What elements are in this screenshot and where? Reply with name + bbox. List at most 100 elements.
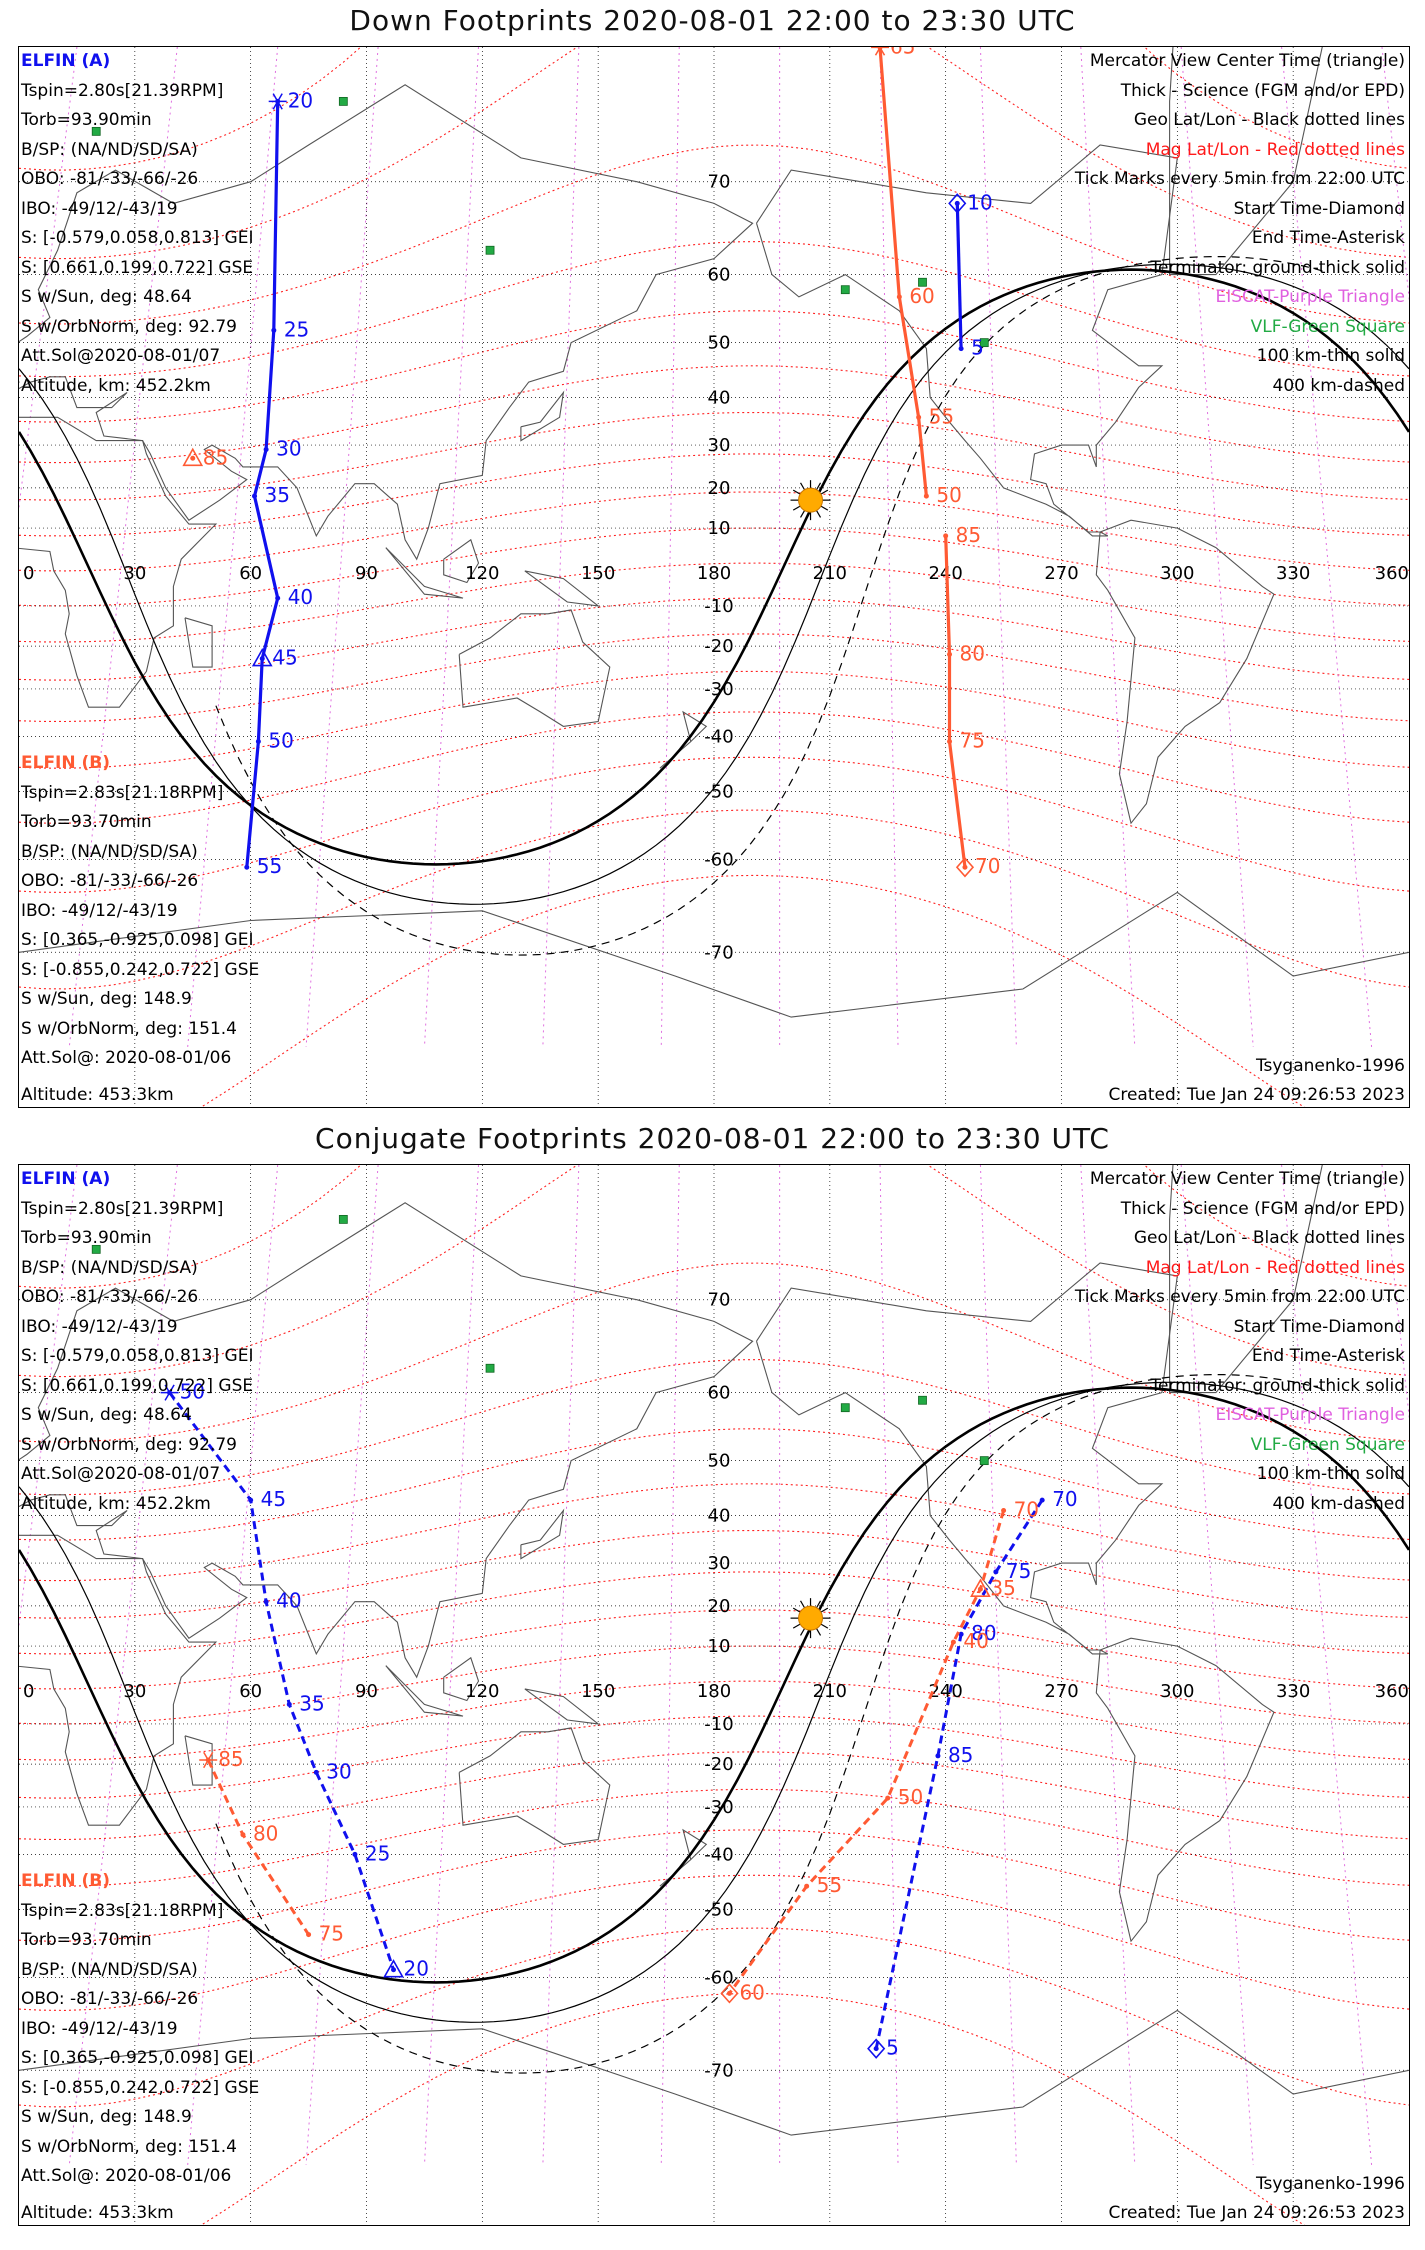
elfin-a-info: ELFIN (A) Tspin=2.80s[21.39RPM] Torb=93.… [21,1165,253,1519]
mag-lat-line [19,1829,1409,1942]
info-line: S w/OrbNorm, deg: 151.4 [21,1018,238,1039]
coastline [19,84,754,561]
sun-ray [820,505,829,511]
elfin-a-header: ELFIN (A) [21,1169,111,1189]
info-line: Torb=93.70min [21,1930,152,1950]
lat-tick-label: 50 [708,333,731,354]
sun-ray [800,482,806,491]
info-line: S: [0.365,-0.925,0.098] GEI [21,2048,254,2068]
track-tick-label: 55 [257,854,282,878]
track-tick-label: 65 [890,47,915,58]
mag-lon-line [542,47,580,1048]
map-legend: Mercator View Center Time (triangle) Thi… [1075,1165,1405,1519]
info-line: S: [0.661,0.199,0.722] GSE [21,1375,254,1396]
lon-tick-label: 0 [23,1681,34,1702]
track-tick-label: 75 [1006,1559,1031,1583]
panel-title: Conjugate Footprints 2020-08-01 22:00 to… [315,1122,1110,1155]
info-line: Torb=93.90min [21,110,152,130]
map-frame: 0 30 60 90 120 150 180 210 240 270 300 330 360 70 60 50… [18,46,1410,1108]
legend-line: Tick Marks every 5min from 22:00 UTC [1074,169,1405,189]
track-tick-label: 5 [886,2036,899,2060]
end-asterisk-icon [272,93,283,110]
center-triangle-icon [970,1578,991,1597]
coastline [19,2009,1409,2136]
lon-tick-label: 300 [1160,1681,1194,1702]
track-tick-label: 55 [817,1873,842,1897]
coastline [755,1262,1178,1655]
info-line: IBO: -49/12/-43/19 [21,2018,178,2039]
start-diamond-icon [948,193,967,214]
track-tick-mark [923,493,929,499]
lat-tick-label: -20 [704,1754,733,1775]
end-asterisk-icon [874,47,882,56]
lat-tick-label: 30 [708,1553,731,1574]
track-tick-label: 35 [265,483,290,507]
legend-line: Tick Marks every 5min from 22:00 UTC [1074,1287,1405,1307]
track-tick-label: 35 [990,1576,1015,1600]
terminator-400km [215,256,1329,956]
terminator-100km [19,263,1409,905]
lon-tick-label: 270 [1044,1681,1078,1702]
info-line: Tspin=2.80s[21.39RPM] [21,1198,224,1219]
info-line: Tspin=2.83s[21.18RPM] [21,1900,224,1921]
track-tick-mark [352,1851,358,1857]
legend-line: Thick - Science (FGM and/or EPD) [1120,1198,1405,1219]
vlf-station-marker [840,285,850,295]
info-line: OBO: -81/-33/-66/-26 [21,169,199,189]
terminator-100km [19,1381,1409,2023]
track-tick-label: 40 [963,1629,988,1653]
coastline [520,390,565,442]
lat-tick-label: 40 [708,1506,731,1527]
lat-tick-label: -50 [704,781,733,802]
track-tick-label: 20 [404,1957,429,1981]
track-tick-label: 30 [326,1759,351,1783]
track-tick-mark [244,864,250,870]
vlf-station-marker [840,1403,850,1413]
lat-tick-label: 20 [708,1596,731,1617]
elfin-track-line [955,203,963,349]
mag-lon-line [1080,1165,1136,2166]
lat-tick-label: -70 [704,2060,733,2081]
down-footprints-panel: Down Footprints 2020-08-01 22:00 to 23:3… [0,0,1425,1118]
coastline [755,144,1178,537]
track-tick-label: 85 [956,523,981,547]
mag-lat-line [19,1874,1409,2011]
coastline [1169,47,1323,276]
info-line: S w/Sun, deg: 48.64 [21,287,192,307]
track-tick-label: 80 [960,641,985,665]
track-tick-mark [313,1769,319,1775]
mag-lat-line [19,597,1409,681]
mag-lon-line [660,47,680,1048]
vlf-station-marker [485,245,495,255]
sun-ray [820,1623,829,1629]
track-tick-label: 70 [1052,1487,1077,1511]
track-tick-mark [240,1832,246,1838]
lat-tick-label: -40 [704,1844,733,1865]
legend-line: End Time-Asterisk [1251,1346,1405,1366]
model-name: Tsyganenko-1996 [1255,1056,1405,1076]
info-line: S w/Sun, deg: 148.9 [21,2107,192,2127]
mag-lat-line [19,527,1409,607]
info-line: Att.Sol@: 2020-08-01/06 [21,2166,232,2186]
mag-lon-line [305,47,379,1048]
vlf-station-marker [338,96,348,106]
mag-lon-line [660,1165,680,2166]
lon-tick-label: 0 [23,563,34,584]
track-tick-label: 50 [898,1785,923,1809]
coastline [19,891,1409,1018]
info-line: Altitude, km: 452.2km [21,375,211,396]
info-line: Att.Sol@2020-08-01/07 [21,346,221,366]
created-timestamp: Created: Tue Jan 24 09:26:53 2023 [1108,2203,1405,2223]
map-frame: 0 30 60 90 120 150 180 210 240 270 300 330 360 70 60 50… [18,1164,1410,2226]
elfin-b-header: ELFIN (B) [21,1871,111,1891]
end-asterisk-icon [164,1384,175,1401]
elfin-track-line [878,47,928,497]
info-line: Att.Sol@: 2020-08-01/06 [21,1048,232,1068]
track-tick-label: 60 [739,1980,764,2004]
vlf-station-marker [485,1363,495,1373]
coastline [1095,519,1275,825]
legend-line: Mercator View Center Time (triangle) [1089,1169,1405,1189]
map-legend: Mercator View Center Time (triangle) Thi… [1075,47,1405,401]
track-tick-mark [391,1967,397,1973]
start-diamond-icon [720,1983,739,2004]
